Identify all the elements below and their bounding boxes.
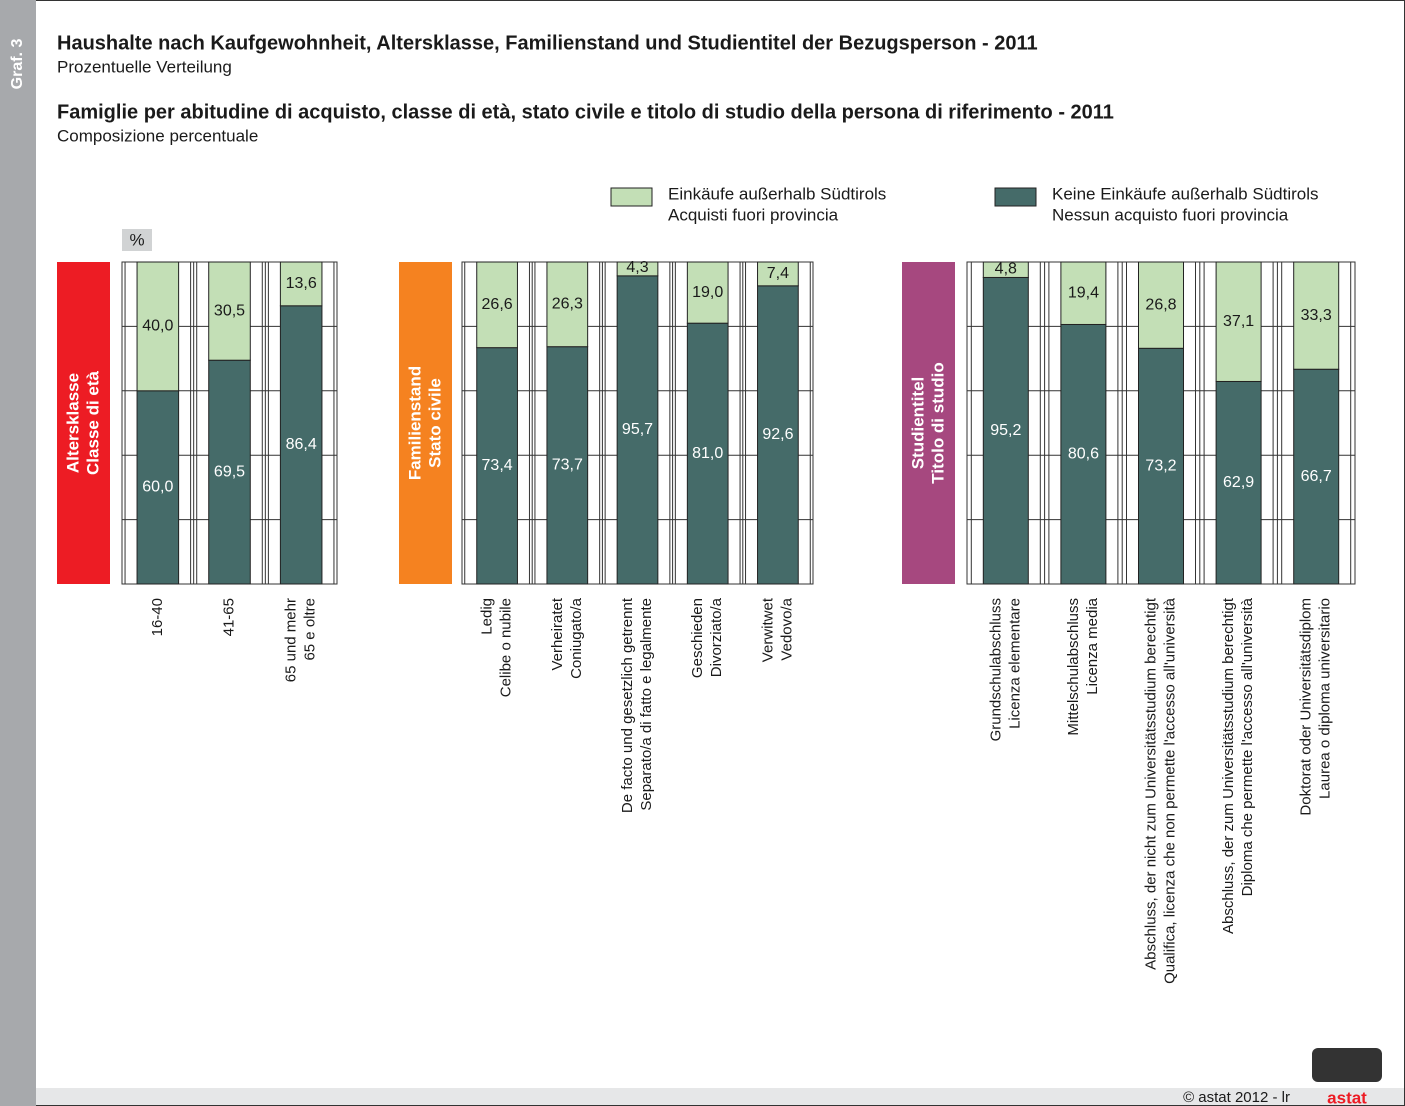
bar-segment <box>1293 261 1340 370</box>
group-label: Studientitel <box>908 377 927 470</box>
group-label: Stato civile <box>425 378 444 468</box>
x-tick-label: 16-40 <box>149 598 166 636</box>
bar-segment <box>279 305 323 585</box>
bar-segment <box>757 261 799 287</box>
value-label: 19,0 <box>692 284 723 301</box>
x-tick-label: 65 e oltre <box>302 598 319 661</box>
value-label: 66,7 <box>1301 468 1332 485</box>
x-tick-label: Divorziato/a <box>708 597 725 677</box>
value-label: 80,6 <box>1068 445 1099 462</box>
x-tick-label: Abschluss, der nicht zum Universitätsstu… <box>1142 597 1159 970</box>
value-label: 73,4 <box>482 457 513 474</box>
x-tick-label: Verheiratet <box>549 597 566 670</box>
footer: © astat 2012 - lr <box>1183 1089 1290 1106</box>
bar-segment <box>136 261 180 392</box>
x-tick-label: Verwitwet <box>759 597 776 662</box>
graf-number: Graf. 3 <box>9 39 26 90</box>
value-label: 7,4 <box>767 265 789 282</box>
bar-segment <box>982 261 1029 278</box>
group-label: Altersklasse <box>63 373 82 473</box>
group-label: Titolo di studio <box>928 362 947 484</box>
value-label: 30,5 <box>214 302 245 319</box>
value-label: 73,2 <box>1145 457 1176 474</box>
value-label: 4,8 <box>995 261 1017 278</box>
group-box <box>57 262 110 584</box>
legend-swatch <box>610 187 653 207</box>
bar-segment <box>1215 380 1262 585</box>
bar-segment <box>1215 261 1262 382</box>
bar-segment <box>686 261 729 324</box>
x-tick-label: Doktorat oder Universitätsdiplom <box>1298 598 1315 816</box>
value-label: 92,6 <box>762 426 793 443</box>
value-label: 95,2 <box>990 422 1021 439</box>
x-tick-label: Mittelschulabschluss <box>1065 598 1082 736</box>
legend-label: Nessun acquisto fuori provincia <box>1052 205 1289 224</box>
bar-segment <box>476 261 518 349</box>
bar-segment <box>982 276 1029 585</box>
value-label: 26,6 <box>482 296 513 313</box>
x-tick-label: 41-65 <box>220 598 237 636</box>
x-tick-label: Geschieden <box>689 598 706 678</box>
value-label: 26,3 <box>552 296 583 313</box>
unit-box <box>122 229 152 251</box>
bar-segment <box>616 275 659 585</box>
bar-segment <box>546 261 589 348</box>
value-label: 73,7 <box>552 457 583 474</box>
value-label: 13,6 <box>286 275 317 292</box>
x-tick-label: Diploma che permette l'accesso all'unive… <box>1239 597 1256 896</box>
x-tick-label: Laurea o diploma universitario <box>1317 598 1334 799</box>
x-tick-label: Abschluss, der zum Universitätsstudium b… <box>1220 597 1237 934</box>
footer-strip <box>36 1088 1404 1105</box>
bar-segment <box>208 261 251 361</box>
bar-segment <box>279 261 323 307</box>
side-strip <box>0 0 36 1106</box>
x-tick-label: Vedovo/a <box>778 597 795 660</box>
x-tick-label: De facto und gesetzlich getrennt <box>619 597 636 813</box>
bar-segment <box>1137 261 1185 349</box>
x-tick-label: Licenza elementare <box>1006 598 1023 729</box>
x-tick-label: Separato/a di fatto e legalmente <box>638 598 655 811</box>
bar-segment <box>616 261 659 277</box>
x-tick-label: Celibe o nubile <box>498 598 515 697</box>
value-label: 26,8 <box>1145 296 1176 313</box>
bar-segment <box>1137 347 1185 585</box>
title-de: Haushalte nach Kaufgewohnheit, Alterskla… <box>57 32 1038 54</box>
subtitle-de: Prozentuelle Verteilung <box>57 57 232 76</box>
x-tick-label: 65 und mehr <box>283 598 300 682</box>
logo-shape <box>1312 1048 1382 1082</box>
value-label: 86,4 <box>286 436 317 453</box>
bar-segment <box>136 390 180 585</box>
legend-label: Acquisti fuori provincia <box>668 205 839 224</box>
value-label: 40,0 <box>142 318 173 335</box>
x-tick-label: Licenza media <box>1084 597 1101 694</box>
legend-label: Keine Einkäufe außerhalb Südtirols <box>1052 184 1319 203</box>
value-label: 33,3 <box>1301 307 1332 324</box>
value-label: 62,9 <box>1223 474 1254 491</box>
value-label: 37,1 <box>1223 313 1254 330</box>
group-label: Classe di età <box>83 370 102 474</box>
value-label: 69,5 <box>214 463 245 480</box>
x-tick-label: Grundschulabschluss <box>987 598 1004 741</box>
legend-swatch <box>994 187 1037 207</box>
value-label: 19,4 <box>1068 284 1099 301</box>
group-label: Familienstand <box>405 366 424 480</box>
x-tick-label: Coniugato/a <box>568 597 585 679</box>
value-label: 81,0 <box>692 445 723 462</box>
x-tick-label: Qualifica, licenza che non permette l'ac… <box>1161 597 1178 984</box>
title-it: Famiglie per abitudine di acquisto, clas… <box>57 101 1114 123</box>
group-box <box>902 262 955 584</box>
group-box <box>399 262 452 584</box>
x-tick-label: Ledig <box>479 598 496 635</box>
bar-segment <box>208 359 251 585</box>
unit-label: % <box>129 230 144 249</box>
value-label: 95,7 <box>622 421 653 438</box>
logo-text: astat <box>1327 1088 1367 1106</box>
value-label: 60,0 <box>142 479 173 496</box>
value-label: 4,3 <box>626 259 648 276</box>
subtitle-it: Composizione percentuale <box>57 126 258 145</box>
bar-segment <box>1060 261 1107 325</box>
bar-segment <box>476 347 518 585</box>
legend-label: Einkäufe außerhalb Südtirols <box>668 184 886 203</box>
